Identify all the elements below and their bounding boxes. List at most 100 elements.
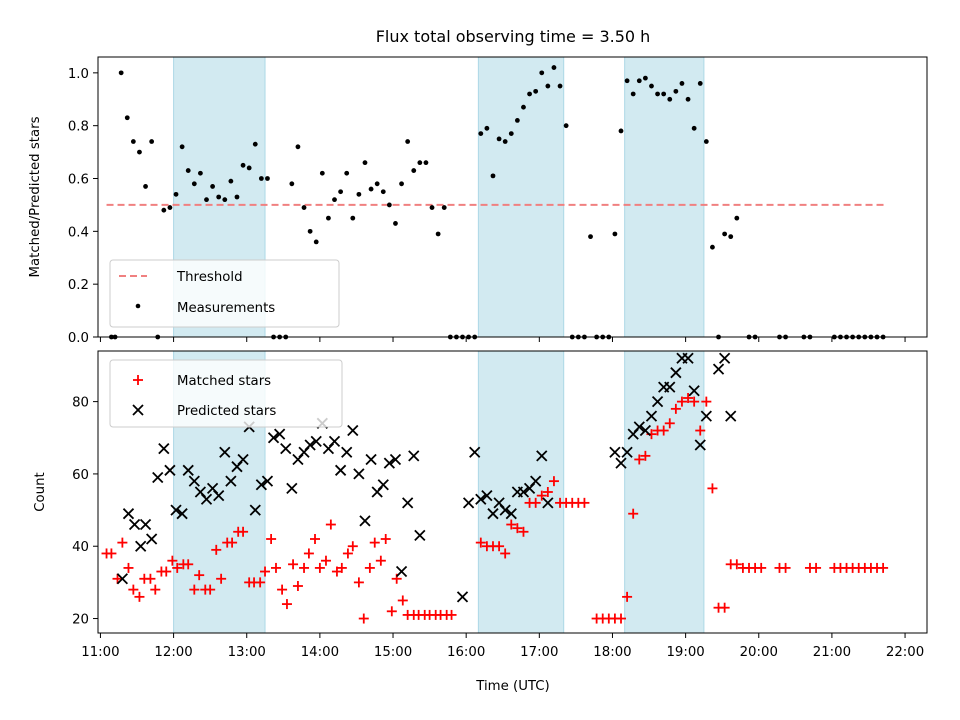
x-tick-label: 21:00 bbox=[813, 645, 851, 660]
predicted-star-point bbox=[694, 439, 706, 451]
matched-star-point bbox=[386, 606, 397, 617]
measurement-point bbox=[728, 234, 734, 240]
measurement-point bbox=[362, 160, 368, 166]
x-axis-label: Time (UTC) bbox=[475, 679, 550, 694]
matched-star-point bbox=[288, 559, 299, 570]
legend-matched-swatch bbox=[133, 375, 143, 385]
measurement-point bbox=[496, 136, 502, 142]
measurement-point bbox=[636, 78, 642, 84]
predicted-star-point bbox=[530, 475, 542, 487]
matched-star-point bbox=[670, 403, 681, 414]
matched-star-point bbox=[167, 555, 178, 566]
matched-star-point bbox=[719, 602, 730, 613]
measurement-point bbox=[478, 131, 484, 137]
matched-star-point bbox=[117, 537, 128, 548]
matched-star-point bbox=[128, 584, 139, 595]
measurement-point bbox=[386, 202, 392, 208]
predicted-star-point bbox=[146, 533, 158, 545]
top-y-axis-label: Matched/Predicted stars bbox=[28, 116, 43, 277]
y-tick-label: 0.6 bbox=[68, 173, 89, 188]
predicted-star-point bbox=[310, 435, 322, 448]
predicted-star-point bbox=[395, 565, 408, 578]
matched-star-point bbox=[112, 573, 123, 584]
measurement-point bbox=[417, 160, 423, 166]
measurement-point bbox=[344, 170, 350, 176]
predicted-star-point bbox=[255, 479, 267, 491]
y-tick-label: 60 bbox=[72, 468, 89, 483]
y-tick-label: 20 bbox=[72, 613, 89, 628]
measurement-point bbox=[710, 244, 715, 250]
legend-threshold-label: Threshold bbox=[176, 270, 243, 285]
predicted-star-point bbox=[536, 450, 548, 462]
predicted-star-point bbox=[725, 410, 737, 422]
predicted-star-point bbox=[200, 493, 213, 505]
matched-star-point bbox=[494, 541, 505, 552]
predicted-star-point bbox=[122, 508, 135, 520]
top-y-ticks: 0.0 0.2 0.4 0.6 0.8 1.0 bbox=[68, 67, 98, 346]
matched-star-point bbox=[756, 562, 767, 573]
measurement-point bbox=[326, 215, 331, 221]
measurement-point bbox=[441, 205, 447, 210]
measurement-point bbox=[179, 144, 185, 150]
matched-star-point bbox=[683, 393, 694, 403]
predicted-star-point bbox=[615, 457, 627, 469]
predicted-star-point bbox=[469, 446, 481, 458]
matched-star-point bbox=[342, 548, 353, 559]
measurement-point bbox=[533, 88, 539, 94]
matched-star-point bbox=[266, 534, 277, 544]
measurement-point bbox=[118, 70, 124, 76]
measurement-point bbox=[630, 91, 636, 97]
matched-stars-points bbox=[101, 393, 889, 624]
matched-star-point bbox=[123, 562, 134, 573]
matched-star-point bbox=[260, 566, 271, 577]
ratio-panel: 0.0 0.2 0.4 0.6 0.8 1.0 Matched/Predicted sta… bbox=[28, 56, 928, 346]
matched-star-point bbox=[701, 396, 712, 407]
x-tick-label: 16:00 bbox=[447, 645, 485, 660]
matched-star-point bbox=[134, 591, 145, 602]
predicted-star-point bbox=[718, 352, 731, 364]
measurement-point bbox=[691, 125, 697, 131]
measurement-point bbox=[216, 194, 222, 200]
matched-star-point bbox=[281, 599, 292, 610]
measurement-point bbox=[210, 184, 215, 189]
measurement-point bbox=[350, 215, 356, 221]
matched-star-point bbox=[616, 613, 627, 624]
predicted-star-point bbox=[670, 367, 682, 379]
measurement-point bbox=[539, 70, 545, 76]
measurement-point bbox=[307, 228, 313, 234]
y-tick-label: 80 bbox=[72, 396, 89, 411]
matched-star-point bbox=[695, 425, 706, 436]
predicted-star-point bbox=[237, 453, 249, 466]
matched-star-point bbox=[689, 396, 700, 407]
shaded-interval bbox=[477, 56, 565, 338]
matched-star-point bbox=[628, 508, 639, 519]
legend-matched-marker bbox=[133, 375, 143, 385]
x-tick-label: 22:00 bbox=[886, 645, 924, 660]
measurement-point bbox=[149, 139, 155, 144]
predicted-star-point bbox=[152, 471, 164, 484]
measurement-point bbox=[204, 197, 209, 203]
matched-star-point bbox=[622, 591, 633, 602]
predicted-star-point bbox=[274, 428, 286, 440]
measurement-point bbox=[411, 168, 417, 173]
matched-star-point bbox=[397, 595, 408, 606]
measurement-point bbox=[423, 160, 429, 166]
bottom-legend-box bbox=[109, 359, 343, 428]
predicted-star-point bbox=[517, 486, 530, 498]
matched-star-point bbox=[325, 519, 336, 530]
measurement-point bbox=[521, 104, 526, 110]
predicted-star-point bbox=[621, 446, 633, 458]
x-tick-label: 19:00 bbox=[666, 645, 704, 660]
predicted-star-point bbox=[359, 515, 371, 527]
matched-star-point bbox=[353, 577, 364, 588]
measurement-point bbox=[368, 186, 374, 192]
predicted-star-point bbox=[481, 489, 493, 502]
bottom-legend: Matched stars Predicted stars bbox=[109, 359, 343, 428]
predicted-star-point bbox=[328, 435, 341, 448]
predicted-star-point bbox=[462, 497, 475, 509]
measurement-point bbox=[173, 191, 179, 197]
measurement-point bbox=[557, 83, 563, 89]
matched-star-point bbox=[380, 534, 391, 544]
y-tick-label: 0.0 bbox=[68, 331, 89, 346]
